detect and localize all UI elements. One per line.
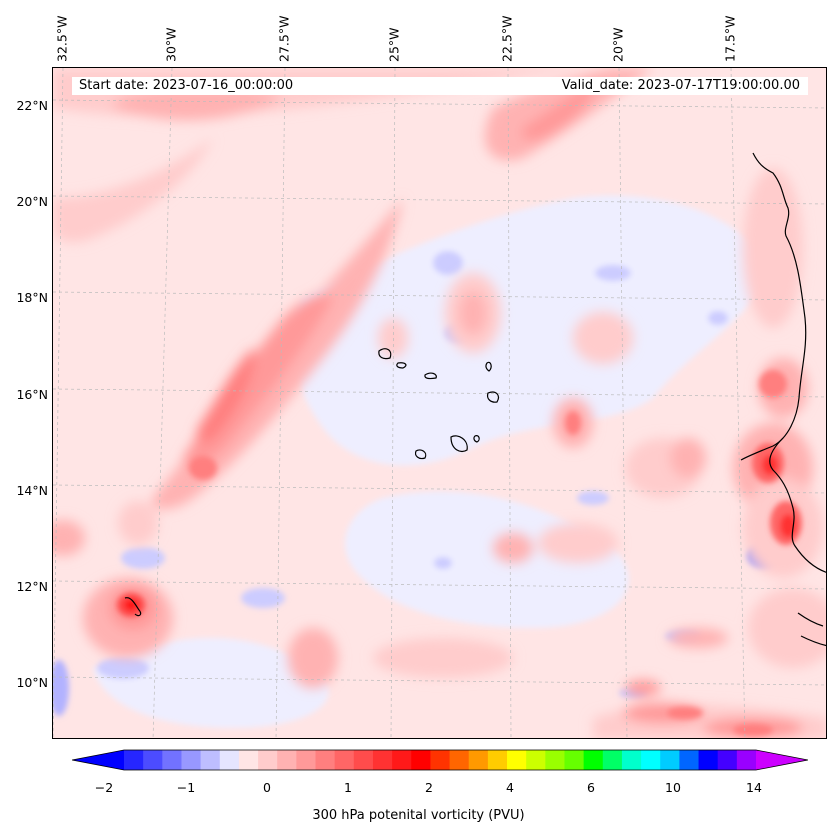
colorbar-segment <box>736 750 757 770</box>
lat-label-20n: 20°N <box>16 194 48 209</box>
colorbar-segment <box>564 750 585 770</box>
colorbar-segment <box>143 750 163 770</box>
start-date-label: Start date: 2023-07-16_00:00:00 <box>79 78 294 93</box>
santo-antao-island <box>378 348 392 360</box>
map-gridlines <box>53 68 826 738</box>
lat-label-16n: 16°N <box>16 387 48 402</box>
lon-label-30w: 30°W <box>163 27 179 62</box>
colorbar-segment <box>392 750 412 770</box>
lon-label-22-5w: 22.5°W <box>499 15 515 62</box>
colorbar-segment <box>372 750 393 770</box>
colorbar-segment <box>641 750 661 770</box>
colorbar-segment <box>334 750 355 770</box>
colorbar-segment <box>660 750 680 770</box>
lat-label-12n: 12°N <box>16 579 48 594</box>
lon-label-32-5w: 32.5°W <box>54 15 70 62</box>
colorbar-segment <box>717 750 738 770</box>
colorbar-segment <box>430 750 451 770</box>
colorbar-segment <box>315 750 336 770</box>
colorbar-segment <box>162 750 182 770</box>
colorbar-tick: 10 <box>665 780 681 795</box>
colorbar-segment <box>219 750 240 770</box>
colorbar-segment <box>258 750 278 770</box>
date-info-bar: Start date: 2023-07-16_00:00:00 Valid_da… <box>72 77 808 95</box>
colorbar-tick: 6 <box>587 780 595 795</box>
colorbar <box>72 749 808 771</box>
colorbar-extend-low <box>72 750 124 770</box>
colorbar-tick: −2 <box>94 780 114 795</box>
colorbar-segment <box>679 750 700 770</box>
colorbar-tick: 2 <box>425 780 433 795</box>
colorbar-ticks: −2 −1 0 1 2 4 6 10 14 <box>0 780 837 798</box>
pv-negative-areas <box>53 195 779 728</box>
colorbar-segment <box>487 750 508 770</box>
lat-label-14n: 14°N <box>16 483 48 498</box>
colorbar-extend-high <box>756 750 808 770</box>
santiago-island <box>450 435 468 453</box>
colorbar-tick: 14 <box>746 780 762 795</box>
colorbar-segment <box>507 750 527 770</box>
colorbar-label: 300 hPa potenital vorticity (PVU) <box>312 808 525 823</box>
lat-label-22n: 22°N <box>16 98 48 113</box>
lon-label-27-5w: 27.5°W <box>276 15 292 62</box>
colorbar-segment <box>200 750 221 770</box>
lon-label-25w: 25°W <box>386 27 402 62</box>
colorbar-outline <box>72 749 808 771</box>
colorbar-segment <box>124 750 144 770</box>
colorbar-tick: −1 <box>176 780 196 795</box>
colorbar-segment <box>353 750 374 770</box>
valid-date-label: Valid_date: 2023-07-17T19:00:00.00 <box>561 78 800 93</box>
colorbar-tick: 4 <box>506 780 514 795</box>
colorbar-segment <box>468 750 489 770</box>
lon-label-17-5w: 17.5°W <box>722 15 738 62</box>
lon-label-20w: 20°W <box>610 27 626 62</box>
colorbar-segment <box>449 750 470 770</box>
colorbar-segment <box>698 750 719 770</box>
colorbar-tick: 0 <box>263 780 271 795</box>
colorbar-segment <box>181 750 202 770</box>
colorbar-segment <box>238 750 259 770</box>
colorbar-segment <box>411 750 431 770</box>
pv-map <box>52 67 827 739</box>
colorbar-tick: 1 <box>344 780 352 795</box>
colorbar-segment <box>583 750 604 770</box>
senegal-gambia-coastline <box>769 437 826 573</box>
boa-vista-island <box>486 391 500 403</box>
colorbar-segment <box>296 750 317 770</box>
colorbar-segment <box>621 750 642 770</box>
colorbar-segment <box>602 750 623 770</box>
colorbar-segment <box>526 750 546 770</box>
lat-label-10n: 10°N <box>16 675 48 690</box>
pv-strong-cores <box>117 370 802 736</box>
colorbar-segment <box>277 750 297 770</box>
colorbar-segment <box>545 750 565 770</box>
coastlines <box>124 152 826 647</box>
lat-label-18n: 18°N <box>16 290 48 305</box>
fogo-island <box>414 449 427 460</box>
pv-field-svg <box>53 68 826 738</box>
